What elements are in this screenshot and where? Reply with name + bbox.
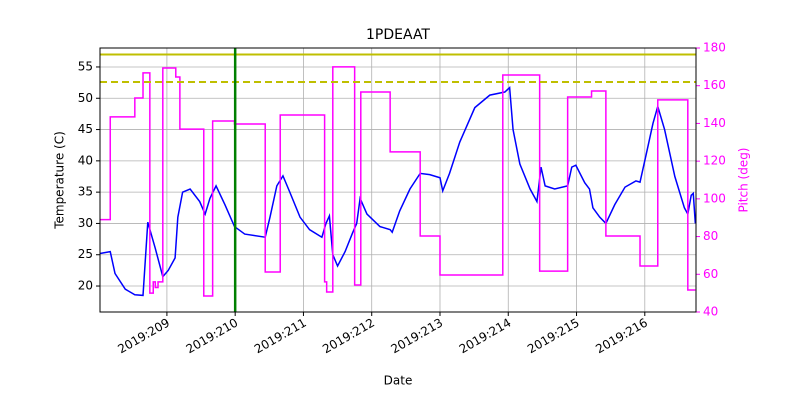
x-tick-label: 2019:215 xyxy=(525,316,582,357)
x-tick-label: 2019:213 xyxy=(388,316,445,357)
x-axis-label: Date xyxy=(384,374,413,388)
x-tick-label: 2019:209 xyxy=(115,316,172,357)
x-tick-label: 2019:212 xyxy=(320,316,377,357)
y-axis-label: Temperature (C) xyxy=(53,131,67,230)
y2-tick-label: 160 xyxy=(703,78,726,92)
x-tick-label: 2019:216 xyxy=(593,316,650,357)
data-line xyxy=(99,86,697,297)
data-line xyxy=(100,66,696,297)
y2-tick-label: 40 xyxy=(703,305,718,319)
y-tick-label: 35 xyxy=(78,185,93,199)
y-tick-label: 55 xyxy=(78,59,93,73)
y-tick-label: 45 xyxy=(78,122,93,136)
x-tick-label: 2019:211 xyxy=(252,316,309,357)
y2-tick-label: 80 xyxy=(703,229,718,243)
chart-title: 1PDEAAT xyxy=(366,27,430,43)
y2-tick-label: 120 xyxy=(703,154,726,168)
y-tick-label: 20 xyxy=(78,279,93,293)
y2-tick-label: 100 xyxy=(703,191,726,205)
x-tick-label: 2019:210 xyxy=(184,316,241,357)
x-tick-label: 2019:214 xyxy=(457,316,514,357)
y-tick-label: 30 xyxy=(78,216,93,230)
y-tick-label: 40 xyxy=(78,153,93,167)
y2-tick-label: 140 xyxy=(703,116,726,130)
plot-frame xyxy=(99,47,697,313)
y2-tick-label: 60 xyxy=(703,267,718,281)
y2-axis-label: Pitch (deg) xyxy=(737,147,751,212)
y2-tick-label: 180 xyxy=(703,41,726,55)
y-tick-label: 50 xyxy=(78,91,93,105)
y-tick-label: 25 xyxy=(78,247,93,261)
